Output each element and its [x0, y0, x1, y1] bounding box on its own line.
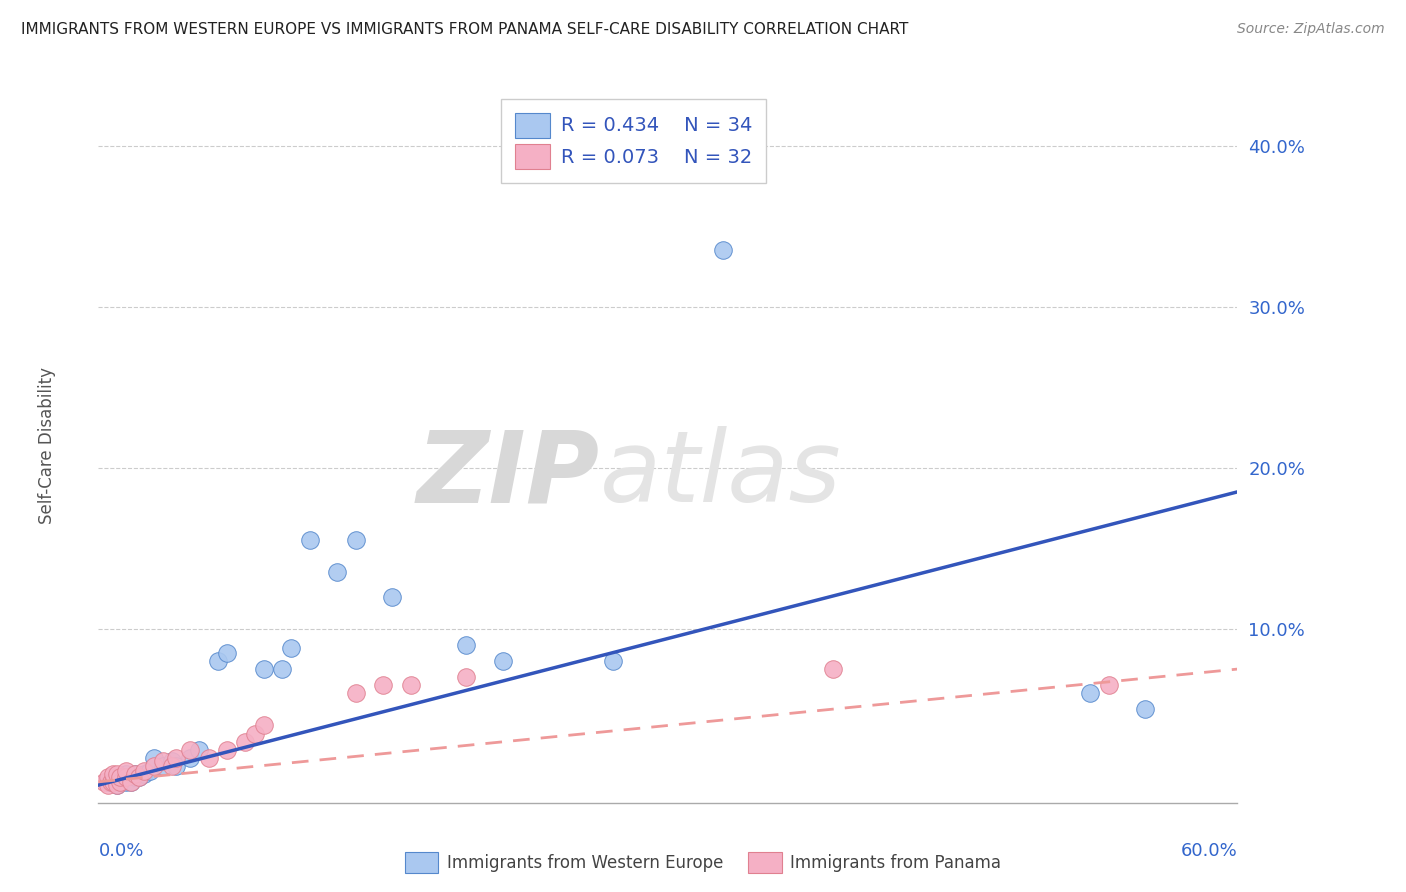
Point — [711, 244, 734, 258]
Text: Source: ZipAtlas.com: Source: ZipAtlas.com — [1237, 22, 1385, 37]
Point — [399, 678, 422, 692]
Point — [97, 778, 120, 792]
Point — [1098, 678, 1121, 692]
Point — [271, 662, 294, 676]
Legend: Immigrants from Western Europe, Immigrants from Panama: Immigrants from Western Europe, Immigran… — [398, 846, 1008, 880]
Point — [139, 764, 162, 778]
Point — [381, 590, 404, 604]
Point — [128, 770, 150, 784]
Point — [134, 764, 156, 778]
Text: IMMIGRANTS FROM WESTERN EUROPE VS IMMIGRANTS FROM PANAMA SELF-CARE DISABILITY CO: IMMIGRANTS FROM WESTERN EUROPE VS IMMIGR… — [21, 22, 908, 37]
Point — [124, 770, 146, 784]
Point — [124, 766, 146, 780]
Point — [110, 775, 132, 789]
Point — [326, 566, 349, 580]
Point — [101, 766, 124, 780]
Point — [160, 754, 183, 768]
Point — [101, 775, 124, 789]
Point — [602, 654, 624, 668]
Point — [105, 770, 128, 784]
Point — [253, 662, 276, 676]
Point — [243, 726, 266, 740]
Point — [197, 750, 219, 764]
Point — [115, 764, 138, 778]
Point — [207, 654, 229, 668]
Point — [179, 750, 201, 764]
Point — [179, 742, 201, 756]
Point — [454, 638, 477, 652]
Point — [823, 662, 845, 676]
Point — [1135, 702, 1157, 716]
Point — [105, 778, 128, 792]
Point — [115, 770, 138, 784]
Point — [344, 686, 367, 700]
Point — [142, 758, 165, 772]
Point — [110, 775, 132, 789]
Point — [134, 766, 156, 780]
Point — [105, 778, 128, 792]
Text: 60.0%: 60.0% — [1181, 842, 1237, 860]
Point — [152, 754, 174, 768]
Point — [115, 775, 138, 789]
Legend: R = 0.434    N = 34, R = 0.073    N = 32: R = 0.434 N = 34, R = 0.073 N = 32 — [501, 99, 766, 183]
Point — [491, 654, 513, 668]
Point — [97, 770, 120, 784]
Point — [1078, 686, 1101, 700]
Point — [235, 734, 257, 748]
Point — [215, 646, 238, 660]
Point — [93, 775, 115, 789]
Point — [105, 766, 128, 780]
Point — [344, 533, 367, 548]
Point — [215, 742, 238, 756]
Point — [152, 758, 174, 772]
Point — [121, 775, 143, 789]
Point — [128, 770, 150, 784]
Point — [110, 770, 132, 784]
Point — [188, 742, 211, 756]
Point — [371, 678, 394, 692]
Text: atlas: atlas — [599, 426, 841, 523]
Text: ZIP: ZIP — [416, 426, 599, 523]
Point — [280, 641, 302, 656]
Point — [454, 670, 477, 684]
Point — [298, 533, 321, 548]
Point — [101, 775, 124, 789]
Text: 0.0%: 0.0% — [98, 842, 143, 860]
Point — [142, 750, 165, 764]
Point — [97, 775, 120, 789]
Point — [253, 718, 276, 732]
Point — [100, 775, 122, 789]
Text: Self-Care Disability: Self-Care Disability — [38, 368, 56, 524]
Point — [124, 766, 146, 780]
Point — [121, 775, 143, 789]
Point — [165, 750, 187, 764]
Point — [160, 758, 183, 772]
Point — [165, 758, 187, 772]
Point — [115, 766, 138, 780]
